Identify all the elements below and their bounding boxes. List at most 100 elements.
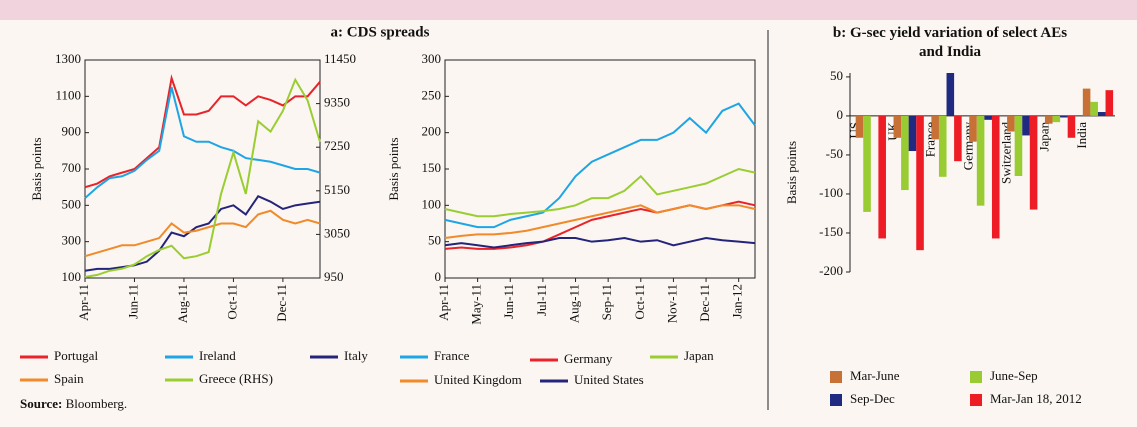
legend-label: Greece (RHS) xyxy=(199,371,273,386)
legend-swatch xyxy=(830,394,842,406)
y-axis-label: Basis points xyxy=(784,141,799,204)
y2-tick-label: 7250 xyxy=(324,138,350,153)
bar xyxy=(938,115,947,177)
bar xyxy=(1014,115,1023,177)
series-line xyxy=(444,167,756,218)
x-tick-label: Nov-11 xyxy=(664,284,679,323)
panel-title: a: CDS spreads xyxy=(331,24,430,40)
bar xyxy=(916,115,924,251)
bar xyxy=(946,73,955,116)
bar xyxy=(1105,90,1114,116)
chart-title-box: b: G-sec yield variation of select AEs a… xyxy=(833,25,1067,60)
bar xyxy=(1007,115,1015,132)
y-tick-label: 500 xyxy=(62,196,82,211)
legend-label: France xyxy=(434,348,470,363)
y-tick-label: 0 xyxy=(435,269,442,284)
legend-label: Sep-Dec xyxy=(850,391,895,406)
x-tick-label: Oct-11 xyxy=(224,284,239,320)
x-tick-label: Jul-11 xyxy=(534,284,549,316)
y-tick-label: 1300 xyxy=(55,51,81,66)
y-tick-label: 50 xyxy=(428,233,441,248)
series-line xyxy=(84,74,321,189)
bar xyxy=(1029,115,1038,210)
bar xyxy=(991,115,1000,239)
x-tick-label: Oct-11 xyxy=(632,284,647,320)
legend-swatch xyxy=(970,394,982,406)
legend-label: Germany xyxy=(564,351,613,366)
y-tick-label: 900 xyxy=(62,124,82,139)
y-tick-label: -100 xyxy=(819,185,843,200)
bar xyxy=(908,115,917,152)
y-tick-label: -200 xyxy=(819,263,843,278)
source: Source: Bloomberg. xyxy=(20,396,127,411)
x-tick-label: May-11 xyxy=(469,284,484,325)
x-tick-label: Switzerland xyxy=(998,121,1013,184)
bar xyxy=(954,115,962,162)
series-line xyxy=(444,102,756,229)
x-tick-label: Aug-11 xyxy=(175,284,190,323)
series-line xyxy=(84,209,321,258)
bar xyxy=(1052,115,1061,123)
x-tick-label: Jun-11 xyxy=(125,284,140,319)
y2-tick-label: 3050 xyxy=(324,225,350,240)
bar xyxy=(976,115,985,206)
y2-tick-label: 5150 xyxy=(324,182,350,197)
series-line xyxy=(84,194,321,272)
y2-tick-label: 950 xyxy=(324,269,344,284)
x-tick-label: Jan-12 xyxy=(730,284,745,319)
y-tick-label: -50 xyxy=(826,146,843,161)
legend-label: Ireland xyxy=(199,348,236,363)
y-tick-label: 100 xyxy=(62,269,82,284)
legend-label: Mar-Jan 18, 2012 xyxy=(990,391,1082,406)
x-tick-label: India xyxy=(1074,122,1089,149)
legend-swatch xyxy=(970,371,982,383)
x-tick-label: Aug-11 xyxy=(567,284,582,323)
x-tick-label: Sep-11 xyxy=(599,284,614,320)
y-tick-label: 100 xyxy=(422,196,442,211)
legend-label: June-Sep xyxy=(990,368,1038,383)
source-text: Bloomberg. xyxy=(66,396,128,411)
legend-label: Japan xyxy=(684,348,714,363)
y-tick-label: 200 xyxy=(422,124,442,139)
y-tick-label: 250 xyxy=(422,87,442,102)
bar xyxy=(969,115,977,142)
y-axis-label: Basis points xyxy=(29,137,44,200)
series-line xyxy=(84,77,321,278)
bar xyxy=(863,115,871,212)
source-label: Source: xyxy=(20,396,62,411)
bar xyxy=(931,115,939,140)
legend-swatch xyxy=(830,371,842,383)
y-axis-label: Basis points xyxy=(386,137,401,200)
y-tick-label: 700 xyxy=(62,160,82,175)
x-tick-label: Apr-11 xyxy=(436,284,451,321)
bar xyxy=(1044,115,1053,124)
x-tick-label: Japan xyxy=(1036,121,1051,151)
bar xyxy=(984,115,992,120)
bar xyxy=(893,115,902,138)
legend-label: Portugal xyxy=(54,348,98,363)
header-band xyxy=(0,0,1137,20)
y-tick-label: 50 xyxy=(830,68,843,83)
bar xyxy=(1060,115,1068,118)
bar xyxy=(1067,115,1076,138)
bar xyxy=(901,115,909,191)
bar xyxy=(1082,88,1091,116)
y-tick-label: 300 xyxy=(62,233,82,248)
y2-tick-label: 11450 xyxy=(324,51,356,66)
x-tick-label: Dec-11 xyxy=(274,284,289,322)
legend-label: Mar-June xyxy=(850,368,900,383)
y-tick-label: 0 xyxy=(837,107,844,122)
y2-tick-label: 9350 xyxy=(324,95,350,110)
series-line xyxy=(444,204,756,240)
bar xyxy=(1097,112,1106,116)
bar xyxy=(878,115,886,239)
y-tick-label: -150 xyxy=(819,224,843,239)
series-line xyxy=(444,237,756,249)
series-line xyxy=(84,87,321,199)
legend-label: United Kingdom xyxy=(434,372,522,387)
x-tick-label: Apr-11 xyxy=(76,284,91,321)
x-tick-label: Dec-11 xyxy=(697,284,712,322)
bar xyxy=(855,115,864,138)
bar xyxy=(1022,115,1030,136)
